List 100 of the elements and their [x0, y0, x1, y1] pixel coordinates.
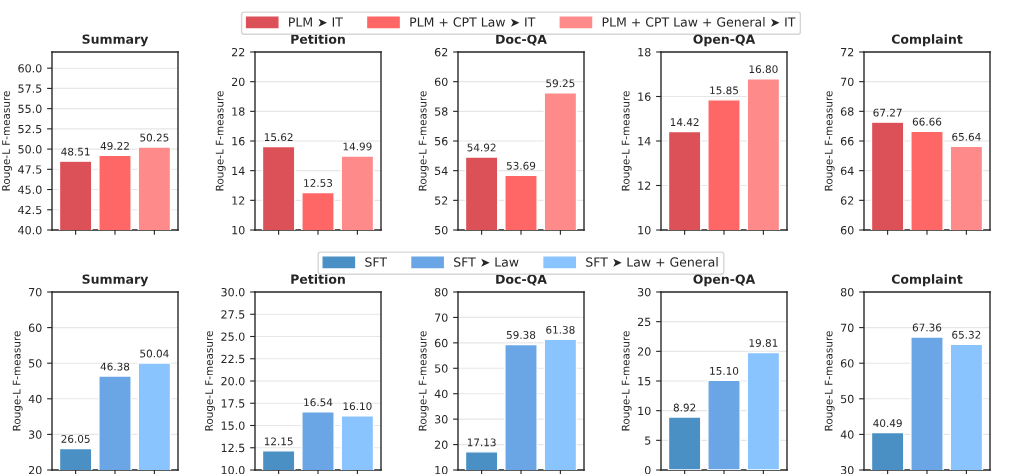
y-tick-label: 56	[435, 136, 448, 146]
y-tick-label: 22	[231, 47, 245, 57]
data-label: 65.32	[952, 330, 981, 339]
data-label: 65.64	[952, 132, 981, 141]
y-tick-label: 18	[232, 107, 245, 116]
y-tick-label: 60	[840, 359, 854, 368]
chart-title: Summary	[82, 274, 149, 287]
y-tick-label: 50.0	[18, 145, 42, 154]
y-tick-label: 47.5	[18, 165, 42, 174]
y-tick-label: 10	[638, 406, 651, 416]
legend-label: SFT ➤ Law	[454, 257, 519, 267]
y-tick-label: 14	[232, 166, 245, 175]
data-label: 16.54	[304, 398, 333, 407]
y-axis-title: Rouge-L F-measure	[621, 331, 632, 431]
chart-title: Doc-QA	[496, 34, 547, 46]
y-tick-label: 40.0	[18, 225, 42, 235]
y-axis-title: Rouge-L F-measure	[824, 331, 835, 431]
data-label: 61.38	[546, 325, 575, 334]
y-tick-label: 10	[638, 225, 651, 235]
chart-title: Complaint	[891, 274, 963, 287]
y-tick-label: 50	[435, 225, 448, 235]
data-label: 14.42	[670, 118, 699, 126]
y-tick-label: 60	[434, 338, 448, 348]
y-tick-label: 55.0	[18, 104, 42, 114]
data-label: 67.36	[912, 323, 942, 332]
data-label: 26.05	[61, 435, 90, 443]
data-label: 66.66	[912, 117, 942, 126]
y-tick-label: 64	[840, 166, 854, 176]
y-tick-label: 16	[232, 136, 245, 146]
y-tick-label: 42.5	[18, 205, 42, 215]
data-label: 15.85	[710, 86, 738, 95]
y-tick-label: 10.0	[221, 465, 245, 474]
y-tick-label: 20	[231, 77, 245, 87]
y-tick-label: 50	[841, 394, 854, 404]
y-tick-label: 58	[435, 107, 448, 116]
y-axis-title: Rouge-L F-measure	[621, 91, 632, 191]
y-axis-title: Rouge-L F-measure	[215, 91, 226, 191]
y-tick-label: 40	[434, 389, 448, 399]
data-label: 16.10	[343, 402, 372, 411]
data-label: 49.22	[100, 141, 129, 150]
y-tick-label: 20	[434, 440, 448, 449]
data-label: 14.99	[343, 142, 372, 151]
data-label: 59.38	[506, 330, 536, 339]
chart-title: Summary	[82, 34, 149, 47]
y-tick-label: 30.0	[221, 287, 245, 297]
y-tick-label: 66	[840, 136, 854, 146]
data-label: 16.80	[749, 65, 778, 74]
y-tick-label: 70	[841, 323, 854, 332]
y-tick-label: 12	[638, 181, 651, 190]
data-label: 15.10	[710, 366, 739, 375]
y-tick-label: 15	[638, 377, 651, 386]
y-tick-label: 17.5	[221, 399, 245, 408]
y-tick-label: 12	[232, 196, 245, 205]
chart-title: Open-QA	[693, 34, 756, 47]
y-tick-label: 40	[28, 394, 42, 404]
y-tick-label: 60	[28, 323, 42, 332]
data-label: 67.27	[873, 108, 902, 117]
y-tick-label: 30	[28, 430, 42, 439]
data-label: 8.92	[673, 403, 696, 412]
chart-title: Petition	[291, 34, 345, 44]
y-tick-label: 60	[434, 77, 448, 87]
data-label: 59.25	[546, 79, 575, 88]
legend-label: SFT ➤ Law + General	[586, 257, 718, 267]
y-tick-label: 54	[435, 166, 448, 176]
y-axis-title: Rouge-L F-measure	[418, 91, 429, 191]
y-axis-title: Rouge-L F-measure	[418, 331, 429, 431]
y-tick-label: 14	[638, 137, 651, 146]
y-tick-label: 5	[645, 436, 651, 445]
data-label: 53.69	[506, 161, 536, 170]
y-tick-label: 27.5	[221, 310, 245, 319]
y-tick-label: 30	[637, 287, 651, 297]
y-axis-title: Rouge-L F-measure	[824, 91, 835, 191]
y-tick-label: 62	[840, 196, 854, 205]
y-tick-label: 57.5	[18, 84, 42, 93]
y-tick-label: 20.0	[221, 376, 245, 386]
y-tick-label: 10	[232, 225, 245, 235]
y-tick-label: 12.5	[221, 443, 245, 453]
chart-title: Doc-QA	[496, 274, 547, 286]
data-label: 19.81	[749, 339, 778, 347]
data-label: 46.38	[100, 362, 130, 371]
legend-label: PLM ➤ IT	[289, 17, 343, 27]
y-tick-label: 70	[435, 313, 448, 322]
y-tick-label: 25	[637, 317, 651, 327]
y-axis-title: Rouge-L F-measure	[12, 331, 23, 431]
y-tick-label: 18	[638, 47, 651, 57]
data-label: 12.53	[304, 179, 333, 187]
y-axis-title: Rouge-L F-measure	[205, 331, 215, 431]
y-tick-label: 15.0	[221, 421, 245, 430]
y-tick-label: 52.5	[18, 124, 42, 134]
y-tick-label: 60.0	[18, 64, 42, 73]
y-tick-label: 52	[435, 196, 448, 205]
y-tick-label: 70	[841, 77, 854, 87]
chart-title: Complaint	[891, 34, 963, 47]
y-tick-label: 62	[434, 47, 448, 57]
chart-title: Open-QA	[693, 274, 756, 287]
data-label: 50.25	[140, 133, 169, 142]
y-tick-label: 20	[637, 347, 651, 356]
data-label: 17.13	[467, 438, 496, 447]
data-label: 54.92	[467, 143, 496, 152]
y-tick-label: 25.0	[221, 332, 245, 341]
